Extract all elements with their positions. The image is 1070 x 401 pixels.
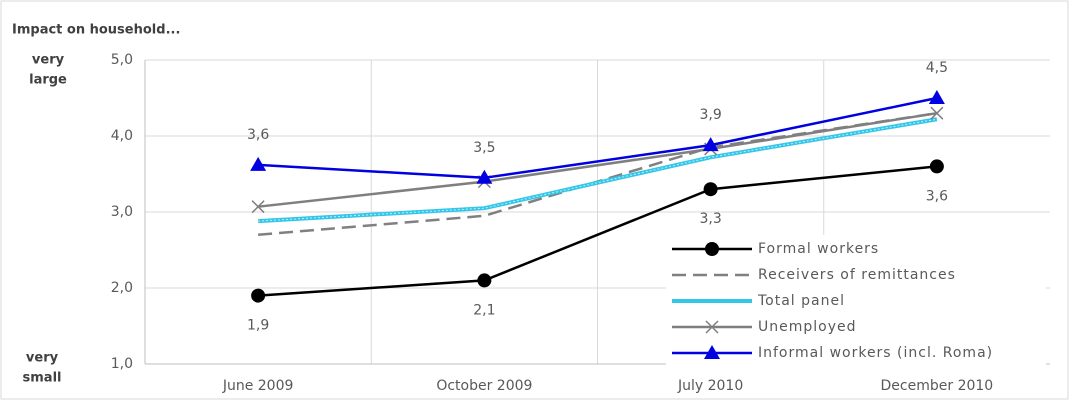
data-label: 3,5 <box>473 140 495 156</box>
marker <box>251 288 266 303</box>
data-label: 4,5 <box>926 60 948 76</box>
series-line <box>258 96 938 180</box>
marker <box>704 345 720 359</box>
data-label: 1,9 <box>247 318 269 334</box>
marker <box>705 242 719 256</box>
legend-label: Receivers of remittances <box>758 267 956 283</box>
marker <box>702 137 719 152</box>
series-line-inner <box>258 118 937 222</box>
bottom-note: small <box>23 371 62 386</box>
x-tick-label: June 2009 <box>222 378 294 394</box>
marker <box>930 106 944 120</box>
legend-label: Total panel <box>757 293 845 309</box>
x-tick-label: October 2009 <box>436 378 532 394</box>
y-tick-label: 5,0 <box>111 52 133 68</box>
marker <box>703 182 718 197</box>
y-tick-label: 2,0 <box>111 280 133 296</box>
series-line <box>258 165 938 297</box>
x-tick-label: July 2010 <box>677 378 743 394</box>
y-tick-label: 3,0 <box>111 204 133 220</box>
marker <box>477 273 492 288</box>
series-line <box>257 111 938 208</box>
marker <box>705 320 719 334</box>
legend-label: Informal workers (incl. Roma) <box>758 345 993 361</box>
data-label: 3,3 <box>699 211 721 227</box>
chart-title: Impact on household... <box>12 23 180 38</box>
x-tick-label: December 2010 <box>881 378 994 394</box>
bottom-note: very <box>26 351 59 366</box>
legend-label: Formal workers <box>758 241 879 257</box>
marker <box>251 200 265 214</box>
top-note: large <box>29 73 67 88</box>
data-label: 3,6 <box>247 127 269 143</box>
data-label: 3,6 <box>926 188 948 204</box>
marker <box>476 169 493 184</box>
data-label: 2,1 <box>473 302 495 318</box>
data-label: 3,9 <box>699 107 721 123</box>
marker <box>928 90 945 104</box>
y-tick-label: 4,0 <box>111 128 133 144</box>
marker <box>929 159 944 174</box>
marker <box>250 156 267 171</box>
y-tick-label: 1,0 <box>111 356 133 372</box>
top-note: very <box>32 53 65 68</box>
legend-label: Unemployed <box>758 319 857 335</box>
